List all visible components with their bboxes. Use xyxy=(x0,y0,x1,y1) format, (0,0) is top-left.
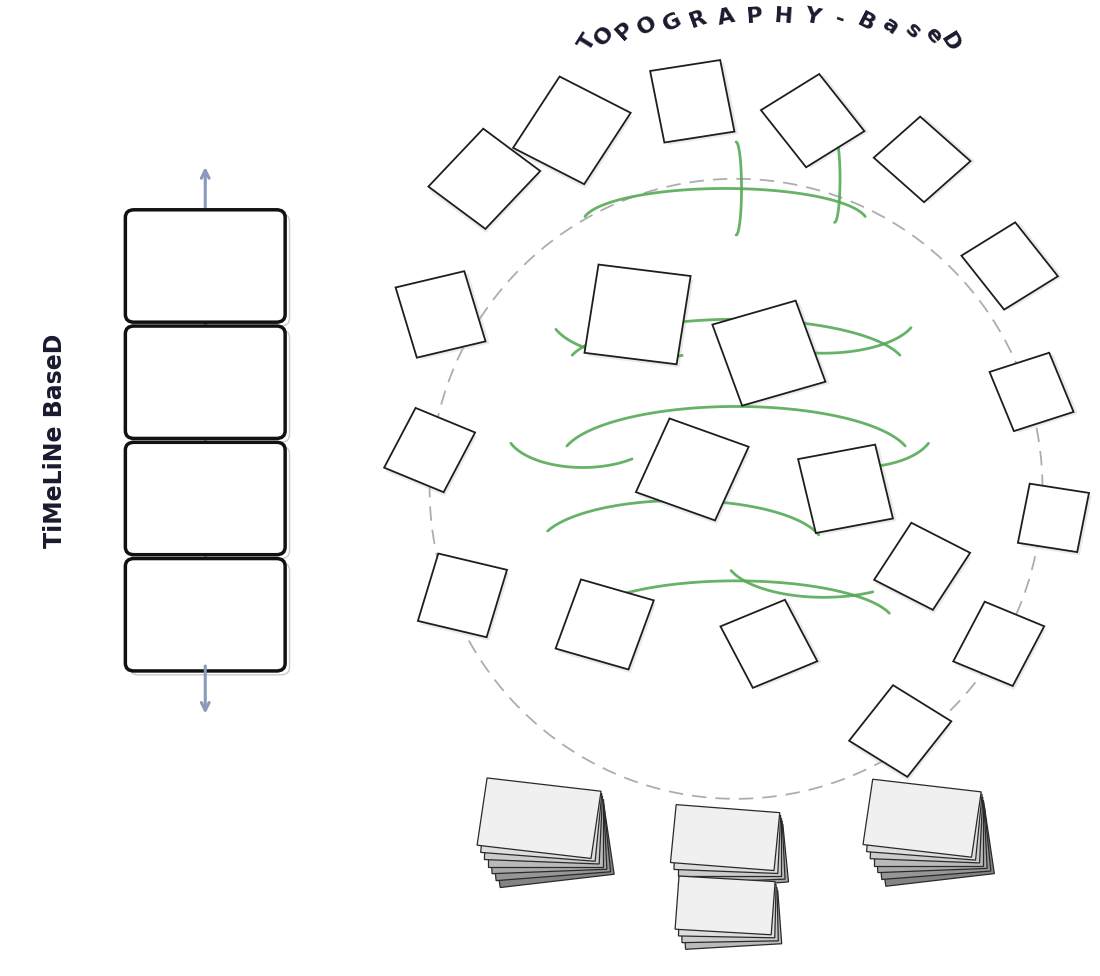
Polygon shape xyxy=(584,264,691,364)
Polygon shape xyxy=(961,223,1058,309)
Polygon shape xyxy=(716,303,829,408)
Text: T: T xyxy=(575,30,601,55)
Polygon shape xyxy=(876,805,991,879)
Polygon shape xyxy=(799,445,893,533)
Polygon shape xyxy=(420,557,509,641)
Polygon shape xyxy=(515,80,631,188)
Polygon shape xyxy=(681,887,779,943)
Polygon shape xyxy=(429,133,541,233)
Polygon shape xyxy=(488,801,607,874)
Text: A: A xyxy=(715,6,736,28)
Text: s: s xyxy=(902,19,925,43)
Polygon shape xyxy=(870,793,982,863)
Polygon shape xyxy=(675,876,776,935)
Polygon shape xyxy=(966,224,1063,310)
Polygon shape xyxy=(671,804,780,871)
FancyBboxPatch shape xyxy=(125,326,285,438)
Polygon shape xyxy=(490,804,610,880)
FancyBboxPatch shape xyxy=(125,210,285,322)
Text: B: B xyxy=(854,10,878,35)
Text: a: a xyxy=(879,14,903,39)
Polygon shape xyxy=(850,689,953,781)
Text: D: D xyxy=(936,29,964,56)
Polygon shape xyxy=(556,580,653,670)
Polygon shape xyxy=(867,786,982,860)
Polygon shape xyxy=(849,685,952,777)
Polygon shape xyxy=(864,779,981,857)
Text: TiMeLiNe BaseD: TiMeLiNe BaseD xyxy=(43,333,67,548)
Polygon shape xyxy=(874,523,970,610)
Text: P: P xyxy=(612,18,637,44)
Polygon shape xyxy=(993,354,1078,433)
FancyBboxPatch shape xyxy=(125,558,285,671)
Polygon shape xyxy=(682,890,782,950)
Polygon shape xyxy=(679,821,785,883)
Polygon shape xyxy=(874,799,983,866)
Polygon shape xyxy=(396,271,485,357)
Polygon shape xyxy=(558,583,656,673)
Polygon shape xyxy=(674,811,781,874)
Text: O: O xyxy=(634,13,661,40)
Polygon shape xyxy=(879,116,975,202)
Polygon shape xyxy=(1021,487,1091,555)
FancyBboxPatch shape xyxy=(125,442,285,554)
Polygon shape xyxy=(477,778,601,859)
Polygon shape xyxy=(678,818,781,876)
Polygon shape xyxy=(636,419,749,520)
Polygon shape xyxy=(955,605,1046,690)
Polygon shape xyxy=(713,301,825,406)
Polygon shape xyxy=(488,798,603,867)
Text: -: - xyxy=(832,8,847,30)
Polygon shape xyxy=(761,74,865,167)
Polygon shape xyxy=(954,601,1044,686)
Polygon shape xyxy=(484,792,603,864)
Polygon shape xyxy=(653,62,738,144)
Polygon shape xyxy=(513,76,630,184)
Polygon shape xyxy=(1018,484,1089,552)
Polygon shape xyxy=(802,447,896,535)
Text: H: H xyxy=(773,6,793,26)
Text: e: e xyxy=(921,24,946,49)
Text: R: R xyxy=(686,7,710,31)
Polygon shape xyxy=(491,807,614,887)
Polygon shape xyxy=(990,352,1074,431)
Text: P: P xyxy=(746,6,763,26)
Polygon shape xyxy=(384,408,475,492)
Polygon shape xyxy=(679,882,777,938)
Polygon shape xyxy=(638,423,750,524)
Polygon shape xyxy=(650,61,735,142)
Polygon shape xyxy=(876,527,971,614)
Text: O: O xyxy=(591,22,618,50)
Polygon shape xyxy=(418,553,507,637)
Polygon shape xyxy=(386,412,476,496)
Polygon shape xyxy=(720,600,817,688)
Polygon shape xyxy=(428,129,540,229)
Polygon shape xyxy=(725,601,822,689)
Polygon shape xyxy=(587,267,693,368)
Polygon shape xyxy=(481,785,602,861)
Polygon shape xyxy=(679,824,789,890)
Polygon shape xyxy=(766,75,869,168)
Text: G: G xyxy=(659,9,684,35)
Polygon shape xyxy=(876,808,994,886)
Polygon shape xyxy=(874,802,987,873)
Polygon shape xyxy=(873,116,970,202)
Text: Y: Y xyxy=(802,6,822,28)
Polygon shape xyxy=(399,273,490,360)
